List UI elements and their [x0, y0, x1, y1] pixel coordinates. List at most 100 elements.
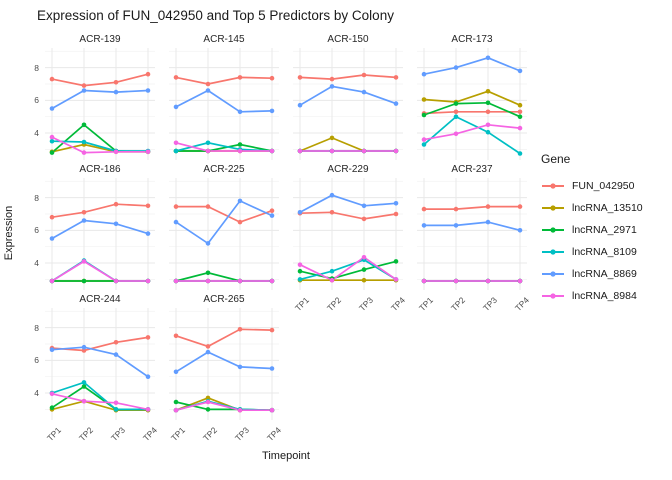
data-point-FUN_042950	[329, 76, 335, 82]
data-point-lncRNA_8984	[205, 278, 211, 284]
data-point-lncRNA_8869	[269, 366, 275, 371]
legend-item-label: FUN_042950	[572, 180, 635, 192]
series-line-lncRNA_8109	[51, 381, 149, 411]
y-tick-label: 4	[34, 258, 39, 269]
data-point-lncRNA_8984	[269, 407, 275, 413]
data-point-lncRNA_8109	[485, 129, 491, 135]
series-line-lncRNA_8984	[51, 392, 149, 411]
legend-item-label: lncRNA_8869	[572, 268, 637, 280]
data-point-lncRNA_8869	[237, 198, 243, 204]
data-point-lncRNA_8984	[329, 277, 335, 283]
x-tick-label: TP1	[416, 295, 436, 314]
data-point-FUN_042950	[393, 211, 399, 217]
data-point-FUN_042950	[81, 83, 87, 88]
data-point-lncRNA_8109	[81, 139, 87, 145]
data-point-lncRNA_2971	[49, 405, 55, 410]
legend-item-lncRNA_8869: lncRNA_8869	[541, 263, 643, 285]
y-axis-label: Expression	[3, 205, 15, 261]
facet-strip-ACR-150: ACR-150	[327, 34, 369, 45]
data-point-FUN_042950	[173, 75, 179, 80]
data-point-lncRNA_2971	[205, 407, 211, 412]
data-point-lncRNA_8984	[145, 407, 151, 412]
data-point-lncRNA_8869	[113, 352, 119, 357]
y-tick-label: 6	[34, 355, 39, 366]
data-point-lncRNA_8109	[517, 151, 523, 156]
data-point-lncRNA_8984	[205, 399, 211, 405]
data-point-lncRNA_8109	[421, 142, 427, 147]
data-point-lncRNA_8869	[145, 231, 151, 236]
legend-item-lncRNA_2971: lncRNA_2971	[541, 219, 643, 241]
series-line-FUN_042950	[423, 205, 521, 210]
data-point-lncRNA_13510	[421, 97, 427, 102]
data-point-lncRNA_8869	[393, 201, 399, 206]
facet-strip-ACR-265: ACR-265	[203, 294, 245, 305]
data-point-lncRNA_8984	[81, 398, 87, 404]
legend: Gene FUN_042950 lncRNA_13510 lncRNA_2971 ln…	[541, 152, 643, 307]
data-point-FUN_042950	[237, 75, 243, 80]
series-line-lncRNA_13510	[175, 396, 273, 412]
data-point-FUN_042950	[453, 206, 459, 212]
data-point-lncRNA_8869	[145, 88, 151, 93]
data-point-lncRNA_8869	[485, 55, 491, 61]
legend-item-lncRNA_8984: lncRNA_8984	[541, 285, 643, 307]
data-point-lncRNA_8984	[173, 140, 179, 146]
data-point-lncRNA_8984	[145, 278, 151, 284]
data-point-lncRNA_8984	[393, 277, 399, 282]
data-point-FUN_042950	[269, 327, 275, 333]
data-point-lncRNA_8869	[393, 101, 399, 106]
data-point-lncRNA_2971	[173, 399, 179, 405]
x-tick-label: TP3	[356, 295, 376, 314]
facet-strip-ACR-237: ACR-237	[451, 164, 493, 175]
data-point-lncRNA_8869	[81, 344, 87, 350]
data-point-lncRNA_8869	[81, 218, 87, 223]
data-point-FUN_042950	[485, 109, 491, 115]
data-point-lncRNA_13510	[205, 395, 211, 401]
legend-key-icon	[542, 205, 564, 211]
data-point-lncRNA_8984	[297, 148, 303, 154]
data-point-lncRNA_8869	[453, 223, 459, 228]
series-line-lncRNA_8984	[423, 123, 521, 141]
data-point-lncRNA_8984	[237, 407, 243, 413]
data-point-lncRNA_8984	[485, 122, 491, 128]
legend-item-FUN_042950: FUN_042950	[541, 175, 643, 197]
data-point-lncRNA_2971	[485, 100, 491, 106]
data-point-FUN_042950	[393, 75, 399, 80]
data-point-lncRNA_8984	[361, 255, 367, 260]
data-point-lncRNA_8869	[49, 106, 55, 111]
data-point-lncRNA_13510	[361, 277, 367, 283]
data-point-lncRNA_8109	[453, 114, 459, 119]
facet-strip-ACR-173: ACR-173	[451, 34, 493, 45]
series-line-FUN_042950	[175, 205, 273, 224]
data-point-lncRNA_8869	[485, 219, 491, 225]
legend-title: Gene	[541, 152, 571, 166]
y-tick-label: 4	[34, 388, 39, 399]
facet-panel-ACR-244	[45, 308, 155, 420]
y-tick-label: 8	[34, 62, 39, 73]
data-point-lncRNA_8984	[453, 131, 459, 137]
data-point-lncRNA_8869	[421, 223, 427, 228]
data-point-lncRNA_2971	[421, 112, 427, 118]
legend-item-label: lncRNA_2971	[572, 224, 637, 236]
data-point-lncRNA_8984	[113, 149, 119, 155]
facet-strip-ACR-145: ACR-145	[203, 34, 245, 45]
data-point-lncRNA_8984	[81, 259, 87, 264]
data-point-FUN_042950	[269, 75, 275, 81]
data-point-lncRNA_8869	[329, 192, 335, 198]
data-point-FUN_042950	[485, 204, 491, 209]
data-point-lncRNA_8984	[205, 148, 211, 154]
data-point-lncRNA_8984	[453, 278, 459, 284]
data-point-lncRNA_8984	[393, 148, 399, 154]
y-tick-label: 6	[34, 95, 39, 106]
data-point-FUN_042950	[517, 109, 523, 115]
data-point-FUN_042950	[237, 327, 243, 332]
data-point-FUN_042950	[173, 204, 179, 209]
data-point-lncRNA_2971	[361, 267, 367, 272]
data-point-lncRNA_8869	[145, 374, 151, 379]
data-point-FUN_042950	[145, 203, 151, 209]
data-point-FUN_042950	[361, 216, 367, 222]
x-tick-label: TP4	[512, 295, 532, 314]
series-line-lncRNA_8869	[175, 199, 273, 245]
series-line-lncRNA_8869	[175, 89, 273, 113]
data-point-FUN_042950	[329, 210, 335, 215]
data-point-lncRNA_8869	[297, 210, 303, 215]
